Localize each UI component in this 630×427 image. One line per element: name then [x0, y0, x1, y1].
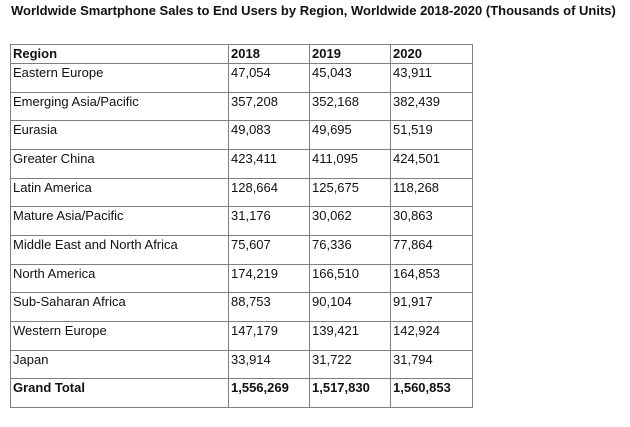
- region-cell: Western Europe: [10, 320, 229, 351]
- value-2019-cell: 352,168: [309, 91, 391, 122]
- value-2020-cell: 142,924: [390, 320, 473, 351]
- value-2019-cell: 45,043: [309, 63, 391, 93]
- table-row: Western Europe 147,179 139,421 142,924: [10, 320, 473, 351]
- table-row: Eastern Europe 47,054 45,043 43,911: [10, 63, 473, 93]
- value-2018-cell: 75,607: [228, 234, 310, 265]
- grand-total-2019: 1,517,830: [309, 378, 391, 408]
- value-2018-cell: 33,914: [228, 349, 310, 380]
- value-2018-cell: 357,208: [228, 91, 310, 122]
- region-cell: Eurasia: [10, 120, 229, 150]
- region-cell: Eastern Europe: [10, 63, 229, 93]
- region-cell: Japan: [10, 349, 229, 380]
- value-2020-cell: 424,501: [390, 148, 473, 179]
- header-row: Region 2018 2019 2020: [10, 44, 473, 64]
- value-2019-cell: 90,104: [309, 292, 391, 322]
- table-body: Eastern Europe 47,054 45,043 43,911 Emerging…: [10, 63, 473, 408]
- value-2019-cell: 139,421: [309, 320, 391, 351]
- grand-total-2018: 1,556,269: [228, 378, 310, 408]
- grand-total-row: Grand Total 1,556,269 1,517,830 1,560,853: [10, 378, 473, 408]
- value-2018-cell: 128,664: [228, 177, 310, 208]
- region-cell: North America: [10, 263, 229, 294]
- value-2019-cell: 30,062: [309, 206, 391, 236]
- grand-total-2020: 1,560,853: [390, 378, 473, 408]
- value-2020-cell: 30,863: [390, 206, 473, 236]
- column-header-region: Region: [10, 44, 229, 64]
- grand-total-label: Grand Total: [10, 378, 229, 408]
- value-2020-cell: 43,911: [390, 63, 473, 93]
- table-row: North America 174,219 166,510 164,853: [10, 263, 473, 294]
- value-2019-cell: 411,095: [309, 148, 391, 179]
- value-2020-cell: 31,794: [390, 349, 473, 380]
- value-2020-cell: 118,268: [390, 177, 473, 208]
- value-2018-cell: 47,054: [228, 63, 310, 93]
- value-2018-cell: 423,411: [228, 148, 310, 179]
- table-row: Mature Asia/Pacific 31,176 30,062 30,863: [10, 206, 473, 236]
- value-2020-cell: 382,439: [390, 91, 473, 122]
- value-2018-cell: 31,176: [228, 206, 310, 236]
- column-header-2018: 2018: [228, 44, 310, 64]
- value-2019-cell: 125,675: [309, 177, 391, 208]
- value-2018-cell: 49,083: [228, 120, 310, 150]
- value-2019-cell: 76,336: [309, 234, 391, 265]
- region-cell: Mature Asia/Pacific: [10, 206, 229, 236]
- value-2020-cell: 91,917: [390, 292, 473, 322]
- region-cell: Latin America: [10, 177, 229, 208]
- table-row: Greater China 423,411 411,095 424,501: [10, 148, 473, 179]
- value-2019-cell: 166,510: [309, 263, 391, 294]
- table-row: Middle East and North Africa 75,607 76,336…: [10, 234, 473, 265]
- region-cell: Emerging Asia/Pacific: [10, 91, 229, 122]
- value-2018-cell: 88,753: [228, 292, 310, 322]
- value-2018-cell: 174,219: [228, 263, 310, 294]
- table-row: Latin America 128,664 125,675 118,268: [10, 177, 473, 208]
- table-row: Sub-Saharan Africa 88,753 90,104 91,917: [10, 292, 473, 322]
- value-2020-cell: 77,864: [390, 234, 473, 265]
- region-cell: Sub-Saharan Africa: [10, 292, 229, 322]
- column-header-2020: 2020: [390, 44, 473, 64]
- value-2020-cell: 164,853: [390, 263, 473, 294]
- region-cell: Greater China: [10, 148, 229, 179]
- table-title: Worldwide Smartphone Sales to End Users …: [11, 3, 616, 18]
- table-row: Emerging Asia/Pacific 357,208 352,168 382,4…: [10, 91, 473, 122]
- value-2020-cell: 51,519: [390, 120, 473, 150]
- column-header-2019: 2019: [309, 44, 391, 64]
- table-row: Japan 33,914 31,722 31,794: [10, 349, 473, 380]
- table-row: Eurasia 49,083 49,695 51,519: [10, 120, 473, 150]
- region-cell: Middle East and North Africa: [10, 234, 229, 265]
- value-2018-cell: 147,179: [228, 320, 310, 351]
- value-2019-cell: 49,695: [309, 120, 391, 150]
- sales-table: Region 2018 2019 2020 Eastern Europe 47,0…: [10, 44, 473, 408]
- value-2019-cell: 31,722: [309, 349, 391, 380]
